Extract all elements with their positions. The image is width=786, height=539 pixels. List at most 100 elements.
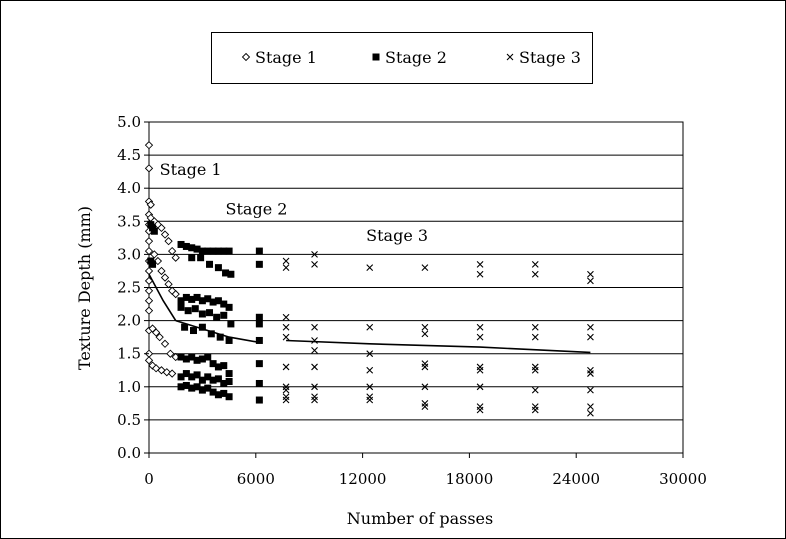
stage-3-point: [282, 257, 290, 265]
stage-2-point: [184, 307, 192, 315]
stage-3-point: [587, 386, 594, 394]
stage-3-point: [531, 366, 539, 374]
stage-2-point: [193, 356, 201, 364]
stage-2-point: [255, 260, 263, 268]
stage-1-point: [171, 289, 180, 299]
stage-2-point: [193, 293, 201, 301]
trend-line: [286, 339, 591, 354]
stage-3-point: [366, 383, 374, 391]
stage-1-point: [151, 328, 161, 337]
stage-3-point: [531, 406, 539, 414]
stage-1-point: [160, 339, 170, 348]
stage-2-point: [198, 323, 206, 331]
stage-2-point: [225, 393, 233, 401]
stage-2-point: [182, 381, 190, 389]
stage-2-point: [225, 378, 233, 386]
annotation-label: Stage 1: [160, 160, 222, 179]
stage-2-point: [198, 247, 206, 255]
stage-1-point: [144, 356, 154, 365]
stage-3-point: [311, 260, 318, 268]
y-axis-label: Texture Depth (mm): [75, 206, 94, 370]
x-axis-ticks: 0 6000 12000 18000 24000 30000: [144, 453, 707, 488]
stage-3-point: [282, 313, 290, 321]
stage-2-point: [255, 336, 263, 344]
legend-marker-stage-2: [372, 53, 380, 61]
stage-1-point: [144, 237, 154, 246]
stage-3-point: [531, 323, 539, 331]
stage-2-point: [220, 362, 228, 370]
stage-2-point: [191, 305, 199, 313]
legend-label-stage-3: Stage 3: [519, 48, 581, 67]
stage-2-point: [190, 327, 197, 335]
stage-2-point: [188, 295, 196, 303]
stage-3-point: [311, 337, 318, 344]
stage-2-point: [209, 388, 217, 396]
stage-3-point: [282, 396, 290, 404]
stage-3-point: [587, 277, 594, 285]
y-tick-label: 3.0: [117, 245, 141, 263]
stage-2-point: [207, 330, 215, 338]
x-tick-label: 30000: [659, 470, 707, 488]
stage-1-point: [150, 250, 159, 259]
stage-3-point: [587, 409, 594, 417]
stage-2-point: [255, 313, 263, 321]
stage-2-point: [182, 370, 190, 378]
legend-marker-stage-3: [506, 53, 514, 61]
y-tick-label: 2.5: [117, 279, 141, 297]
stage-2-point: [182, 293, 190, 301]
stage-3-point: [282, 363, 290, 371]
stage-2-point: [214, 391, 222, 399]
stage-2-point: [225, 303, 233, 311]
annotation-label: Stage 2: [226, 200, 288, 219]
stage-2-point: [182, 355, 190, 363]
annotation-label: Stage 3: [366, 226, 428, 245]
stage-2-point: [220, 247, 228, 255]
legend-label-stage-1: Stage 1: [255, 48, 317, 67]
stage-1-point: [144, 286, 154, 295]
stage-1-point: [157, 223, 166, 233]
stage-3-point: [476, 406, 484, 414]
stage-2-point: [220, 389, 228, 397]
stage-2-point: [214, 264, 222, 272]
stage-3-point: [587, 333, 594, 341]
stage-3-point: [311, 251, 318, 258]
stage-2-point: [197, 254, 205, 262]
stage-3-point: [476, 260, 484, 268]
stage-3-point: [531, 386, 539, 394]
stage-2-point: [225, 247, 233, 255]
stage-2-point: [220, 311, 228, 319]
stage-1-point: [153, 256, 163, 266]
stage-2-point: [188, 353, 196, 361]
stage-2-point: [227, 320, 235, 328]
stage-3-point: [366, 396, 374, 404]
stage-2-point: [222, 269, 230, 277]
stage-3-point: [421, 323, 429, 331]
stage-1-point: [144, 266, 154, 276]
stage-3-point: [587, 323, 594, 331]
stage-2-point: [225, 336, 233, 344]
stage-3-point: [476, 366, 484, 374]
stage-1-point: [144, 164, 154, 173]
data-markers: [144, 141, 594, 417]
stage-2-point: [177, 303, 185, 311]
x-tick-label: 18000: [446, 470, 494, 488]
y-tick-label: 1.0: [117, 378, 141, 396]
stage-2-point: [188, 254, 196, 262]
legend-marker-stage-1: [241, 52, 251, 62]
stage-3-point: [282, 386, 290, 394]
stage-1-point: [144, 306, 154, 315]
stage-2-point: [177, 240, 185, 248]
stage-2-point: [177, 383, 185, 391]
stage-1-point: [144, 276, 154, 286]
stage-2-point: [220, 379, 228, 387]
y-tick-label: 0.5: [117, 411, 141, 429]
stage-3-point: [366, 264, 374, 272]
stage-2-point: [206, 309, 214, 317]
stage-2-point: [204, 353, 212, 361]
legend-items: Stage 1 Stage 2 Stage 3: [241, 48, 581, 67]
stage-2-point: [177, 373, 185, 381]
x-axis-label: Number of passes: [347, 509, 493, 528]
stage-1-point: [164, 237, 173, 246]
stage-3-point: [587, 370, 594, 377]
